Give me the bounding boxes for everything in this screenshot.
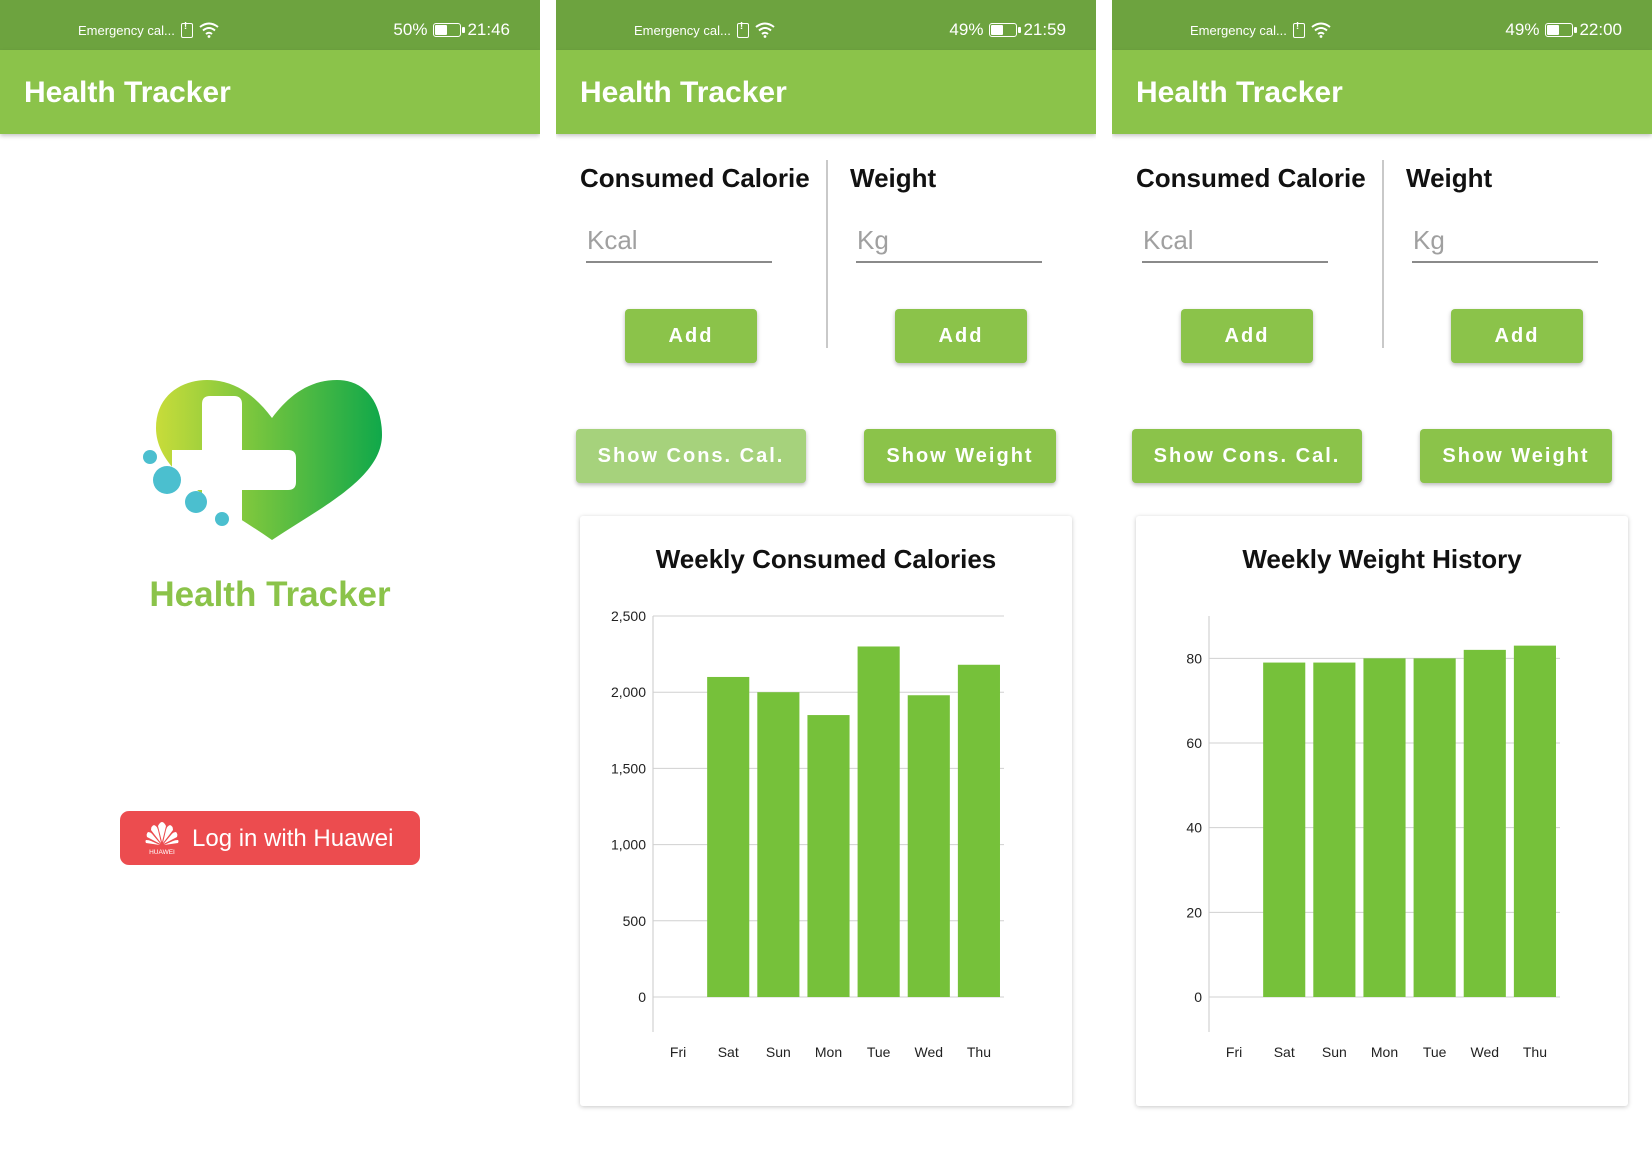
y-tick-label: 1,000 — [611, 837, 646, 853]
calorie-section-title: Consumed Calorie — [1136, 163, 1366, 193]
calorie-input[interactable] — [586, 219, 772, 263]
y-tick-label: 20 — [1186, 904, 1202, 920]
bar-sat — [707, 676, 750, 997]
wifi-icon — [1311, 22, 1331, 38]
y-tick-label: 2,000 — [611, 684, 646, 700]
app-title: Health Tracker — [580, 76, 787, 109]
x-tick-label: Thu — [1523, 1044, 1547, 1060]
health-heart-logo-icon — [143, 380, 382, 540]
bar-wed — [907, 695, 950, 997]
battery-icon — [433, 23, 466, 37]
y-tick-label: 1,500 — [611, 760, 646, 776]
app-title: Health Tracker — [1136, 76, 1343, 109]
battery-icon — [1545, 23, 1578, 37]
sim-alert-icon — [736, 21, 749, 38]
clock: 21:46 — [467, 20, 510, 39]
bar-tue — [1413, 658, 1456, 997]
weight-section-title: Weight — [850, 163, 937, 193]
column-divider — [1382, 160, 1384, 348]
battery-percent: 50% — [393, 20, 428, 39]
y-tick-label: 60 — [1186, 735, 1202, 751]
x-tick-label: Tue — [1423, 1044, 1447, 1060]
status-bar: Emergency cal... 49% 21:59 — [556, 0, 1096, 50]
y-tick-label: 0 — [1194, 989, 1202, 1005]
show-calories-button[interactable]: Show Cons. Cal. — [576, 429, 806, 483]
chart-card: Weekly Consumed Calories 0 500 1,000 1,500 2… — [580, 516, 1072, 1106]
add-weight-button[interactable]: Add — [1451, 309, 1583, 363]
y-tick-label: 500 — [623, 913, 647, 929]
add-calorie-button[interactable]: Add — [625, 309, 757, 363]
calorie-bar-chart: 0 500 1,000 1,500 2,000 2,500 Fri Sat Sun Mon Tue W… — [611, 608, 1004, 1060]
chart-card: Weekly Weight History 0 20 40 60 80 Fri Sat Sun… — [1136, 516, 1628, 1106]
bar-wed — [1463, 649, 1506, 997]
show-weight-button[interactable]: Show Weight — [864, 429, 1056, 483]
battery-icon — [989, 23, 1022, 37]
clock: 22:00 — [1579, 20, 1622, 39]
carrier-text: Emergency cal... — [78, 22, 175, 38]
app-bar: Health Tracker — [1112, 50, 1652, 134]
show-calories-button[interactable]: Show Cons. Cal. — [1132, 429, 1362, 483]
bar-mon — [1363, 658, 1406, 997]
calorie-input[interactable] — [1142, 219, 1328, 263]
battery-percent: 49% — [1505, 20, 1540, 39]
weight-section-title: Weight — [1406, 163, 1493, 193]
weight-input[interactable] — [1412, 219, 1598, 263]
x-tick-label: Mon — [1371, 1044, 1398, 1060]
wifi-icon — [755, 22, 775, 38]
wifi-icon — [199, 22, 219, 38]
x-tick-label: Tue — [867, 1044, 891, 1060]
weight-input[interactable] — [856, 219, 1042, 263]
chart-title: Weekly Consumed Calories — [655, 544, 997, 574]
huawei-login-button[interactable]: HUAWEI Log in with Huawei — [120, 811, 420, 865]
huawei-logo-icon: HUAWEI — [145, 822, 179, 856]
calorie-section-title: Consumed Calorie — [580, 163, 810, 193]
bar-thu — [1513, 645, 1556, 997]
bar-mon — [807, 715, 850, 997]
x-tick-label: Sat — [718, 1044, 739, 1060]
battery-percent: 49% — [949, 20, 984, 39]
sim-alert-icon — [1292, 21, 1305, 38]
x-tick-label: Wed — [915, 1044, 944, 1060]
calorie-screen: Emergency cal... 49% 21:59 Health Tracke… — [556, 0, 1096, 1155]
sim-alert-icon — [180, 21, 193, 38]
x-tick-label: Fri — [1226, 1044, 1242, 1060]
chart-title: Weekly Weight History — [1242, 544, 1522, 574]
x-tick-label: Sat — [1274, 1044, 1295, 1060]
x-tick-label: Thu — [967, 1044, 991, 1060]
login-button-label: Log in with Huawei — [192, 825, 394, 852]
y-tick-label: 80 — [1186, 650, 1202, 666]
bar-sun — [1313, 662, 1356, 997]
huawei-wordmark: HUAWEI — [149, 849, 175, 856]
app-bar: Health Tracker — [0, 50, 540, 134]
brand-name: Health Tracker — [149, 575, 391, 614]
add-weight-button[interactable]: Add — [895, 309, 1027, 363]
weight-bar-chart: 0 20 40 60 80 Fri Sat Sun Mon Tue Wed Thu — [1186, 616, 1560, 1060]
bar-sun — [757, 692, 800, 997]
bar-thu — [957, 664, 1000, 997]
weight-screen: Emergency cal... 49% 22:00 Health Tracke… — [1112, 0, 1652, 1155]
show-weight-button[interactable]: Show Weight — [1420, 429, 1612, 483]
bar-sat — [1263, 662, 1306, 997]
app-title: Health Tracker — [24, 76, 231, 109]
x-tick-label: Fri — [670, 1044, 686, 1060]
status-bar: Emergency cal... 49% 22:00 — [1112, 0, 1652, 50]
x-tick-label: Mon — [815, 1044, 842, 1060]
x-tick-label: Wed — [1471, 1044, 1500, 1060]
x-tick-label: Sun — [1322, 1044, 1347, 1060]
y-tick-label: 40 — [1186, 820, 1202, 836]
login-screen: Emergency cal... 50% 21:46 Health Tracke… — [0, 0, 540, 1155]
clock: 21:59 — [1023, 20, 1066, 39]
status-bar: Emergency cal... 50% 21:46 — [0, 0, 540, 50]
column-divider — [826, 160, 828, 348]
carrier-text: Emergency cal... — [634, 22, 731, 38]
y-tick-label: 2,500 — [611, 608, 646, 624]
bar-tue — [857, 646, 900, 997]
carrier-text: Emergency cal... — [1190, 22, 1287, 38]
add-calorie-button[interactable]: Add — [1181, 309, 1313, 363]
y-tick-label: 0 — [638, 989, 646, 1005]
app-bar: Health Tracker — [556, 50, 1096, 134]
x-tick-label: Sun — [766, 1044, 791, 1060]
